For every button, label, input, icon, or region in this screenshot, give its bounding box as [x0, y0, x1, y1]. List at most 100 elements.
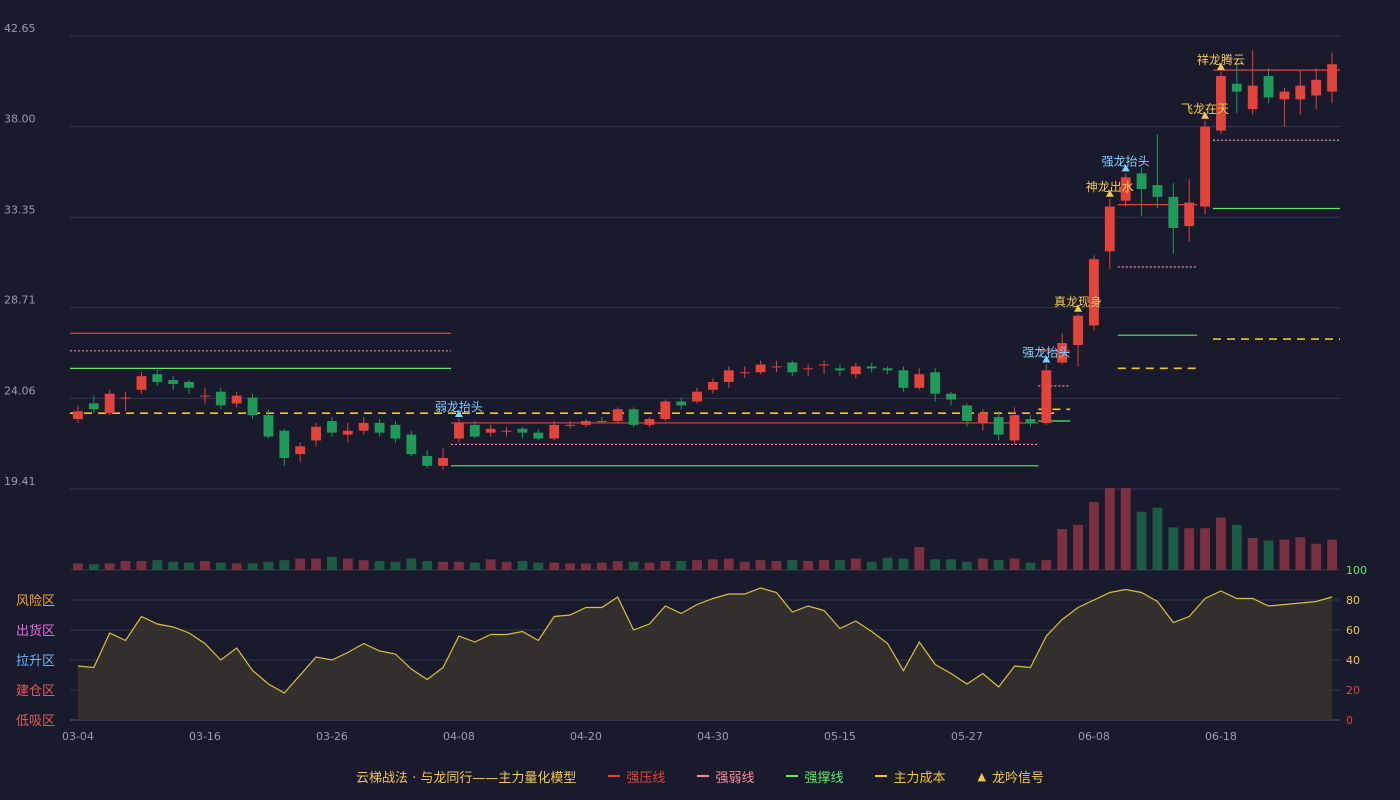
candle-body	[1327, 64, 1337, 92]
date-tick-label: 03-26	[316, 730, 348, 743]
candle-body	[200, 395, 210, 397]
candle-body	[295, 446, 306, 455]
volume-bar	[1057, 529, 1068, 570]
volume-bar	[374, 560, 385, 570]
signal-triangle	[1105, 189, 1114, 197]
volume-bar	[152, 560, 163, 570]
legend-strong-pressure[interactable]: 强压线	[608, 767, 665, 786]
volume-series	[73, 488, 1337, 570]
signal-label: 神龙出水	[1086, 180, 1134, 194]
candle-body	[739, 372, 750, 374]
candle-body	[1152, 185, 1163, 197]
candle-body	[1311, 79, 1322, 96]
volume-bar	[1152, 507, 1163, 570]
volume-bar	[850, 558, 861, 570]
candle-body	[168, 380, 179, 384]
legend-main-cost[interactable]: 主力成本	[875, 767, 945, 786]
indicator-tick-label: 20	[1346, 684, 1360, 697]
level-lines	[70, 69, 1340, 467]
price-tick-label: 33.35	[4, 203, 36, 216]
strong-weak-marker	[697, 775, 710, 777]
volume-bar	[787, 560, 798, 570]
signal-label: 弱龙抬头	[435, 400, 483, 414]
candle-body	[882, 368, 893, 371]
price-tick-label: 28.71	[4, 294, 36, 307]
price-tick-label: 42.65	[4, 22, 36, 35]
indicator-tick-label: 100	[1346, 564, 1367, 577]
candle-body	[803, 368, 814, 370]
candle-body	[898, 370, 909, 388]
volume-bar	[946, 559, 956, 570]
candle-body	[993, 417, 1004, 435]
volume-bar	[73, 563, 83, 570]
volume-bar	[866, 561, 877, 570]
candle-body	[628, 409, 639, 425]
indicator-tick-label: 0	[1346, 714, 1353, 727]
candle-body	[88, 403, 99, 410]
volume-bar	[517, 560, 528, 570]
zone-label-absorb: 低吸区	[16, 714, 55, 729]
candle-body	[73, 411, 83, 420]
candle-body	[469, 424, 480, 437]
candle-body	[517, 428, 528, 433]
volume-bar	[898, 558, 909, 570]
candle-body	[1168, 196, 1179, 228]
strong-weak-label: 强弱线	[715, 770, 755, 786]
volume-bar	[136, 560, 147, 570]
candle-body	[962, 405, 972, 421]
zone-label-risk: 风险区	[16, 594, 55, 609]
candle-body	[644, 419, 655, 425]
indicator-line	[77, 587, 1333, 694]
strong-pressure-label: 强压线	[626, 770, 666, 786]
candle-body	[1279, 91, 1290, 100]
volume-bar	[454, 561, 464, 570]
candlestick-series	[73, 50, 1337, 470]
candle-body	[1104, 206, 1115, 252]
volume-bar	[930, 559, 941, 570]
strong-pressure-marker	[608, 775, 621, 777]
candle-body	[533, 432, 544, 439]
date-tick-label: 04-08	[443, 730, 475, 743]
legend-strong-support[interactable]: 强撑线	[786, 767, 843, 786]
candle-body	[1247, 85, 1258, 110]
volume-bar	[1327, 539, 1337, 570]
axes: 42.65 38.00 33.35 28.71 24.06 19.41 100 80 60 40 2…	[4, 22, 1367, 743]
volume-bar	[1120, 488, 1131, 570]
candle-body	[1231, 83, 1242, 92]
candle-body	[104, 393, 115, 414]
dragon-signal-label: 龙吟信号	[991, 770, 1044, 786]
candle-body	[1073, 315, 1083, 345]
candle-body	[1136, 173, 1147, 190]
volume-bar	[279, 560, 290, 570]
volume-bar	[215, 562, 226, 570]
signal-triangle	[1042, 355, 1051, 363]
volume-bar	[1009, 558, 1020, 570]
signal-label: 真龙现身	[1054, 294, 1102, 309]
signal-triangle	[1074, 304, 1083, 312]
date-tick-label: 03-16	[189, 730, 221, 743]
volume-bar	[1200, 528, 1210, 570]
signal-triangle	[1201, 111, 1210, 119]
volume-bar	[88, 564, 99, 570]
date-tick-label: 04-30	[697, 730, 729, 743]
volume-bar	[342, 558, 353, 570]
legend-strong-weak[interactable]: 强弱线	[697, 767, 754, 786]
candle-body	[406, 434, 417, 455]
volume-bar	[422, 560, 433, 570]
volume-bar	[771, 560, 782, 570]
volume-bar	[993, 560, 1004, 570]
volume-bar	[1104, 488, 1115, 570]
legend-dragon-signal[interactable]: ▲ 龙吟信号	[977, 767, 1043, 786]
volume-bar	[358, 560, 369, 570]
candle-body	[930, 372, 941, 394]
candle-body	[771, 366, 782, 368]
candle-body	[977, 413, 988, 423]
signal-label: 强龙抬头	[1102, 154, 1150, 168]
volume-bar	[628, 561, 639, 570]
date-tick-label: 06-08	[1078, 730, 1110, 743]
volume-bar	[1216, 517, 1226, 570]
zone-label-rise: 拉升区	[16, 654, 55, 669]
main-cost-marker	[875, 775, 888, 777]
